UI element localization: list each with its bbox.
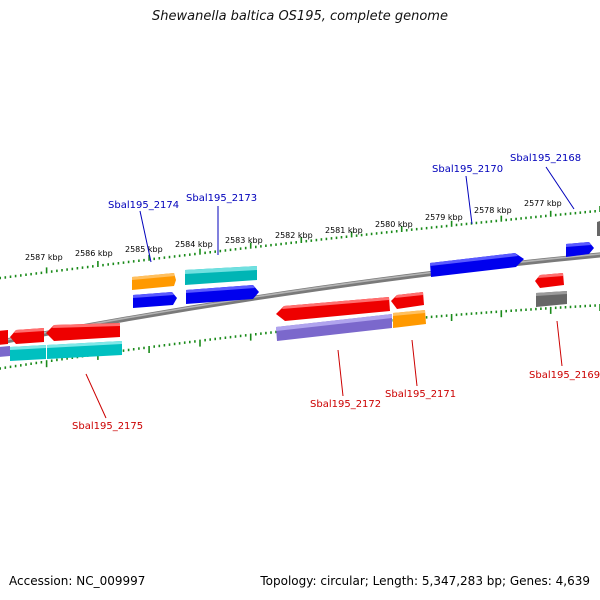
ruler-label-2586: 2586 kbp xyxy=(75,249,113,258)
label-leaders xyxy=(85,166,575,419)
forward-genes xyxy=(132,221,600,308)
map-title: Shewanella baltica OS195, complete genom… xyxy=(152,9,448,24)
gene-label-2175: Sbal195_2175 xyxy=(72,421,143,432)
gene-label-2168: Sbal195_2168 xyxy=(510,153,581,164)
ruler-label-2579: 2579 kbp xyxy=(425,213,463,222)
ruler-label-2584: 2584 kbp xyxy=(175,240,213,249)
ruler-label-2585: 2585 kbp xyxy=(125,245,163,254)
gene-red-left-1[interactable] xyxy=(0,330,8,345)
topology-text: Topology: circular; Length: 5,347,283 bp… xyxy=(260,574,590,588)
accession-text: Accession: NC_009997 xyxy=(9,574,146,588)
gene-red-2172[interactable] xyxy=(276,297,390,321)
ruler-label-2587: 2587 kbp xyxy=(25,253,63,262)
gene-label-2170: Sbal195_2170 xyxy=(432,164,503,175)
upper-ruler xyxy=(0,206,600,280)
ruler-label-2583: 2583 kbp xyxy=(225,236,263,245)
gene-labels: Sbal195_2174 Sbal195_2173 Sbal195_2170 S… xyxy=(72,153,600,432)
ruler-labels: 2587 kbp 2586 kbp 2585 kbp 2584 kbp 2583… xyxy=(25,199,562,262)
ruler-label-2577: 2577 kbp xyxy=(524,199,562,208)
gene-label-2172: Sbal195_2172 xyxy=(310,399,381,410)
ruler-label-2582: 2582 kbp xyxy=(275,231,313,240)
reverse-genes xyxy=(0,273,567,361)
gene-lavender-left[interactable] xyxy=(0,346,10,357)
gene-label-2173: Sbal195_2173 xyxy=(186,193,257,204)
gene-label-2169: Sbal195_2169 xyxy=(529,370,600,381)
gene-blue-2170[interactable] xyxy=(430,253,524,277)
gene-label-2171: Sbal195_2171 xyxy=(385,389,456,400)
gene-gray-edge xyxy=(597,221,600,236)
ruler-label-2578: 2578 kbp xyxy=(474,206,512,215)
ruler-label-2581: 2581 kbp xyxy=(325,226,363,235)
ruler-label-2580: 2580 kbp xyxy=(375,220,413,229)
gene-label-2174: Sbal195_2174 xyxy=(108,200,179,211)
